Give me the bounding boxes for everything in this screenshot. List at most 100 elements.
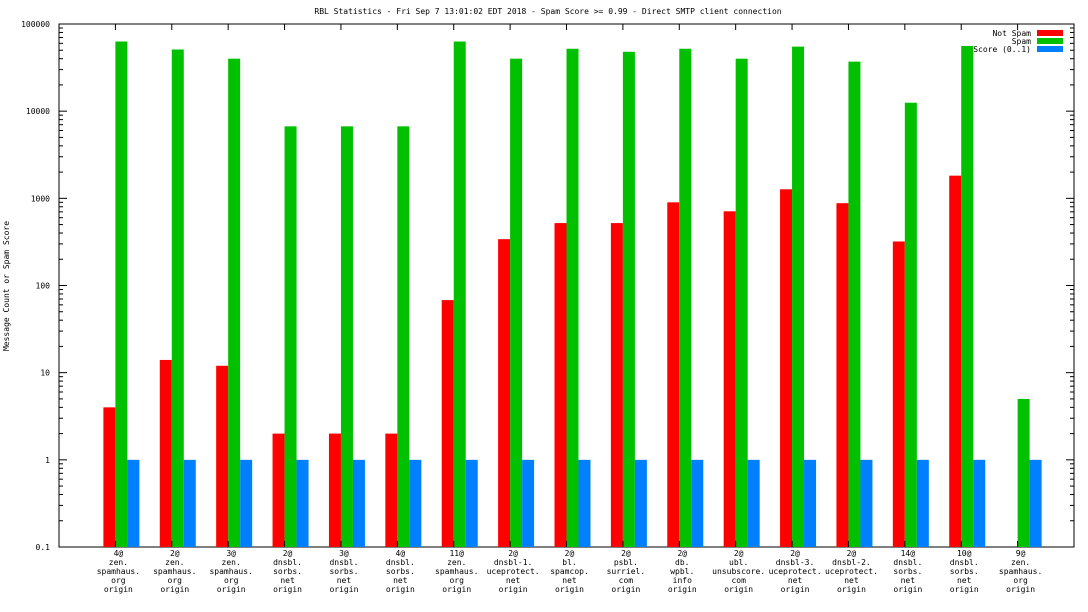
x-tick-label-line: origin [724,585,753,594]
x-tick-label-line: info [673,576,692,585]
bar-not-spam [892,241,905,547]
bar-spam [679,48,692,548]
x-tick-label-line: net [901,576,916,585]
y-tick-label: 100000 [21,20,50,29]
bar-not-spam [103,407,116,547]
legend-swatch-spam [1037,38,1063,44]
x-tick-label-line: 3@ [339,549,349,558]
x-tick-label-line: origin [217,585,246,594]
x-tick-label: 2@ dnsbl-1. uceprotect. net origin [487,549,540,594]
bar-score-0-1 [1029,459,1042,547]
x-tick-label: 10@ dnsbl. sorbs. net origin [950,549,979,594]
x-tick-label-line: origin [950,585,979,594]
x-tick-label-line: psbl. [614,558,638,567]
bar-not-spam [328,433,341,547]
x-tick-label: 2@ bl. spamcop. net origin [550,549,589,594]
bar-score-0-1 [804,459,817,547]
x-tick-label-line: net [280,576,295,585]
x-tick-label-line: surriel. [607,567,646,576]
y-tick-label: 100 [36,282,51,291]
x-tick-label-line: 4@ [396,549,406,558]
x-tick-label-line: dnsbl-3. [776,558,815,567]
x-tick-label-line: unsubscore. [712,567,765,576]
bar-score-0-1 [747,459,760,547]
x-tick-label: 11@ zen. spamhaus. org origin [435,549,478,594]
x-tick-label-line: net [393,576,408,585]
x-tick-label-line: 9@ [1016,549,1026,558]
bar-spam [453,41,466,547]
bar-not-spam [949,175,962,548]
bar-not-spam [216,365,229,547]
bar-not-spam [723,211,736,547]
x-tick-label-line: origin [329,585,358,594]
x-tick-label-line: 4@ [114,549,124,558]
x-tick-label-line: zen. [109,558,128,567]
bar-score-0-1 [352,459,365,547]
bar-score-0-1 [296,459,309,547]
x-tick-label: 3@ dnsbl. sorbs. net origin [329,549,358,594]
x-tick-label-line: dnsbl. [329,558,358,567]
x-tick-label-line: origin [499,585,528,594]
bar-spam [904,102,917,547]
legend-label-score-0-1: Score (0..1) [973,45,1031,54]
bar-spam [171,49,184,547]
x-tick-label-line: zen. [165,558,184,567]
x-tick-label-line: origin [555,585,584,594]
y-tick-label: 1000 [31,194,50,203]
x-tick-label: 2@ db. wpbl. info origin [668,549,697,594]
x-tick-label-line: spamhaus. [999,567,1042,576]
x-tick-label-line: 14@ [901,549,916,558]
legend-label-spam: Spam [1012,37,1031,46]
x-tick-label-line: origin [611,585,640,594]
bar-spam [848,61,861,547]
x-tick-label-line: uceprotect. [487,567,540,576]
bar-not-spam [610,223,623,547]
x-tick-label-line: com [619,576,634,585]
bar-spam [792,46,805,548]
x-tick-label: 9@ zen. spamhaus. org origin [999,549,1042,594]
x-tick-label-line: 2@ [677,549,687,558]
bar-score-0-1 [183,459,196,547]
x-tick-label-line: 3@ [226,549,236,558]
x-tick-label-line: 2@ [847,549,857,558]
x-tick-label-line: dnsbl. [273,558,302,567]
x-tick-label-line: origin [104,585,133,594]
bar-not-spam [554,223,567,547]
bar-score-0-1 [522,459,535,547]
y-axis: 0.1 1 10 100 1000 10000 100000 [21,20,1074,552]
x-tick-label-line: origin [1006,585,1035,594]
x-tick-label: 3@ zen. spamhaus. org origin [209,549,252,594]
x-tick-label-line: dnsbl. [950,558,979,567]
x-tick-label-line: sorbs. [950,567,979,576]
bar-spam [510,58,523,547]
x-tick-label-line: bl. [562,558,576,567]
bar-spam [961,45,974,547]
bar-not-spam [780,189,793,548]
bar-score-0-1 [691,459,704,547]
x-tick-label-line: org [449,576,464,585]
x-tick-label-line: net [562,576,577,585]
bar-not-spam [441,300,454,547]
bar-spam [228,58,241,547]
bar-score-0-1 [634,459,647,547]
x-tick-label-line: spamcop. [550,567,589,576]
y-axis-label: Message Count or Spam Score [2,221,11,351]
x-tick-label-line: origin [837,585,866,594]
x-tick-label-line: org [168,576,183,585]
bar-spam [566,48,579,548]
x-tick-label-line: zen. [222,558,241,567]
bar-not-spam [836,203,849,547]
x-tick-label-line: org [224,576,239,585]
x-tick-label-line: 2@ [790,549,800,558]
x-tick-label-line: net [337,576,352,585]
x-tick-label-line: wpbl. [670,567,694,576]
x-tick-label-line: zen. [447,558,466,567]
legend-swatch-score-0-1 [1037,46,1063,52]
x-tick-label: 2@ psbl. surriel. com origin [607,549,646,594]
x-tick-label-line: spamhaus. [435,567,478,576]
bar-spam [115,41,128,547]
x-tick-label-line: 2@ [170,549,180,558]
